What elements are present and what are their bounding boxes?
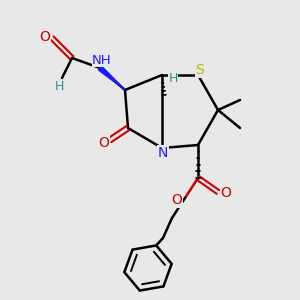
Text: H: H — [168, 71, 178, 85]
Text: H: H — [54, 80, 64, 94]
Text: N: N — [158, 146, 168, 160]
Text: O: O — [220, 186, 231, 200]
Polygon shape — [98, 66, 125, 90]
Text: O: O — [172, 193, 182, 207]
Text: S: S — [196, 63, 204, 77]
Text: O: O — [40, 30, 50, 44]
Text: NH: NH — [92, 53, 112, 67]
Text: O: O — [99, 136, 110, 150]
